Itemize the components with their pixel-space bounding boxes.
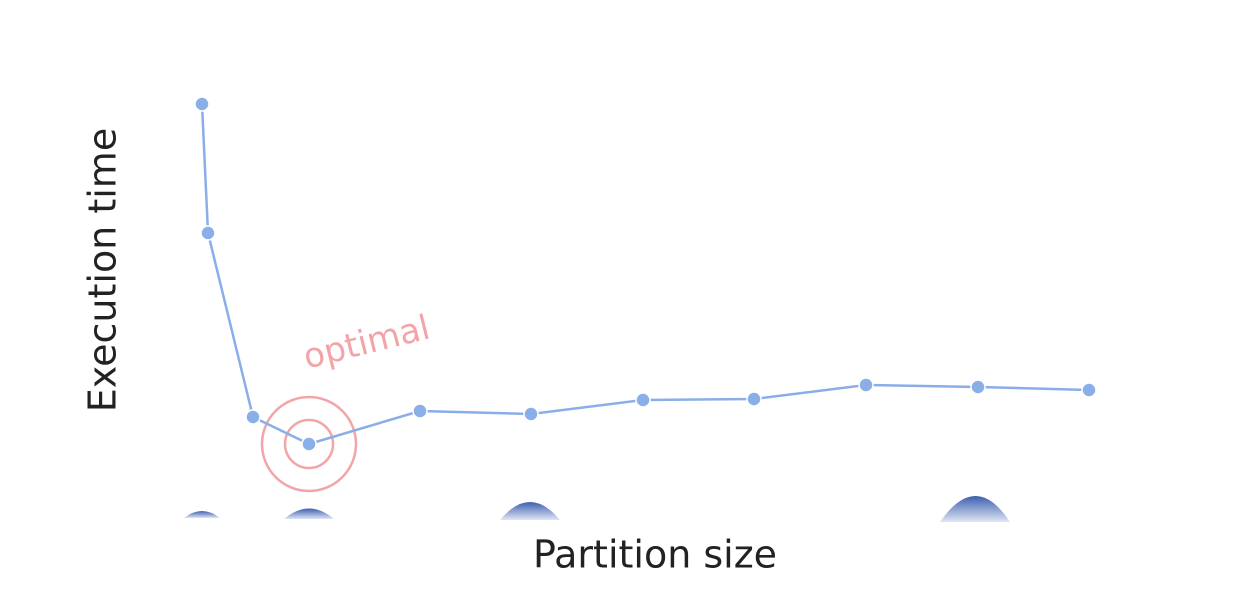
highlight-ring [283, 418, 335, 470]
point [858, 377, 874, 393]
annotation: optimal [299, 308, 433, 378]
distribution-icons [184, 496, 1010, 522]
distribution-icon [184, 511, 220, 518]
point [1081, 382, 1097, 398]
point [970, 379, 986, 395]
point [412, 403, 428, 419]
highlight-ring [260, 395, 358, 493]
x-axis-label: Partition size [533, 533, 777, 577]
distribution-icon [500, 502, 560, 520]
point [635, 392, 651, 408]
y-axis-label: Execution time [81, 128, 125, 412]
point [301, 436, 317, 452]
point [523, 406, 539, 422]
point [245, 409, 261, 425]
point [200, 225, 216, 241]
distribution-icon [284, 508, 334, 519]
point [194, 96, 210, 112]
distribution-icon [940, 496, 1010, 522]
point [746, 391, 762, 407]
